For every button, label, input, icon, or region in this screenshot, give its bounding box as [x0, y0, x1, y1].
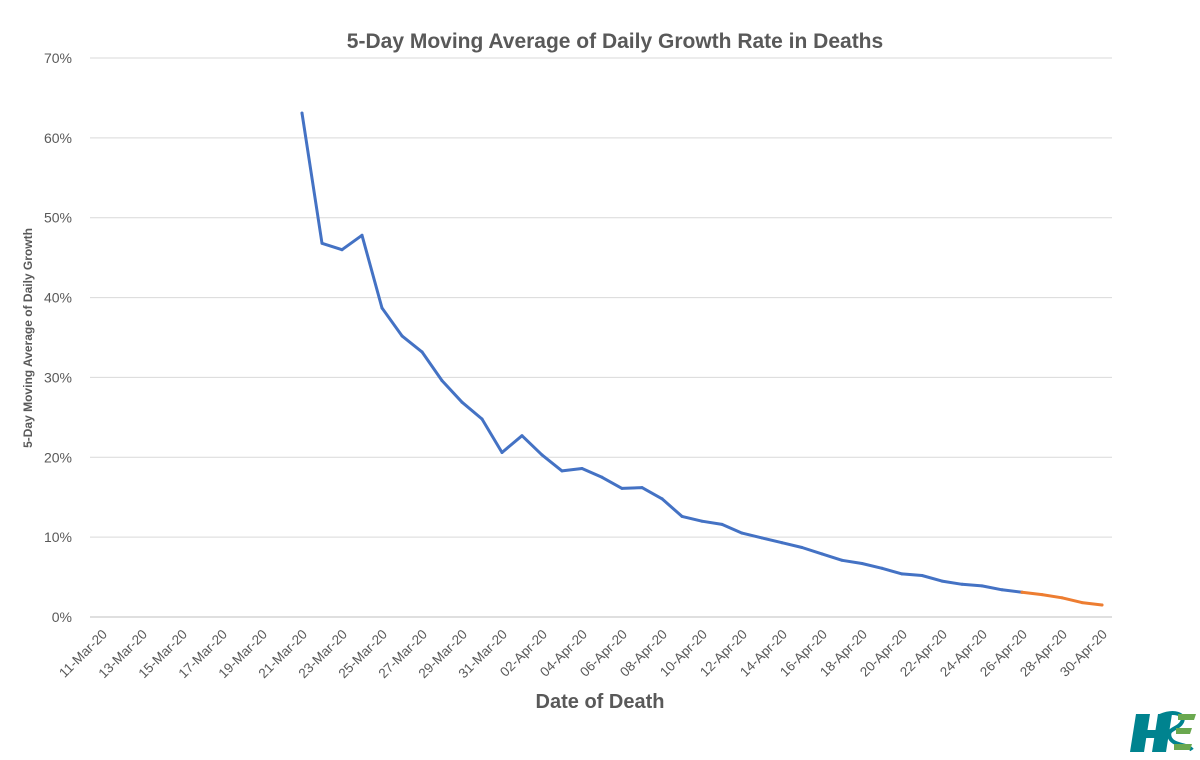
- data-point: [1100, 603, 1104, 607]
- series-line-0: [300, 111, 1024, 594]
- data-point: [880, 566, 884, 570]
- data-point: [460, 400, 464, 404]
- data-point: [980, 584, 984, 588]
- data-point: [600, 475, 604, 479]
- hse-logo: [1130, 711, 1196, 752]
- x-tick-labels: 11-Mar-2013-Mar-2015-Mar-2017-Mar-2019-M…: [56, 627, 1110, 682]
- gridlines: [90, 57, 1112, 618]
- y-tick-label: 30%: [44, 369, 72, 385]
- data-point: [500, 451, 504, 454]
- data-point: [560, 469, 564, 473]
- y-tick-label: 0%: [52, 609, 72, 625]
- data-point: [540, 453, 544, 457]
- data-point: [700, 519, 704, 523]
- data-point: [800, 546, 804, 549]
- y-tick-label: 20%: [44, 449, 72, 465]
- data-point: [300, 111, 304, 115]
- data-point: [900, 572, 904, 576]
- data-point: [680, 514, 684, 518]
- series-lines: [300, 111, 1104, 607]
- y-tick-label: 70%: [44, 50, 72, 66]
- data-point: [1060, 596, 1064, 600]
- y-tick-label: 60%: [44, 130, 72, 146]
- data-point: [620, 486, 624, 490]
- x-axis-label: Date of Death: [536, 691, 665, 713]
- y-axis-label: 5-Day Moving Average of Daily Growth: [21, 228, 35, 448]
- data-point: [320, 241, 324, 245]
- data-point: [520, 434, 524, 438]
- data-point: [1000, 588, 1004, 592]
- y-tick-label: 40%: [44, 290, 72, 306]
- data-point: [720, 522, 724, 526]
- data-point: [400, 334, 404, 338]
- data-point: [1040, 593, 1044, 597]
- data-point: [480, 417, 484, 421]
- y-tick-label: 50%: [44, 210, 72, 226]
- data-point: [940, 579, 944, 583]
- data-point: [920, 574, 924, 577]
- data-point: [1020, 590, 1024, 594]
- data-point: [860, 562, 864, 565]
- y-tick-label: 10%: [44, 529, 72, 545]
- data-point: [840, 558, 844, 562]
- data-point: [780, 541, 784, 545]
- data-point: [380, 306, 384, 310]
- data-point: [420, 350, 424, 354]
- data-point: [580, 467, 584, 470]
- data-point: [960, 582, 964, 586]
- data-point: [340, 248, 344, 252]
- y-tick-labels: 0% 10% 20% 30% 40% 50% 60% 70%: [44, 50, 72, 625]
- data-point: [640, 486, 644, 490]
- data-point: [360, 233, 364, 237]
- data-point: [1080, 601, 1084, 605]
- data-point: [740, 531, 744, 535]
- chart-title: 5-Day Moving Average of Daily Growth Rat…: [347, 30, 883, 53]
- data-point: [660, 497, 664, 501]
- data-point: [440, 379, 444, 383]
- data-point: [760, 536, 764, 540]
- data-point: [820, 552, 824, 556]
